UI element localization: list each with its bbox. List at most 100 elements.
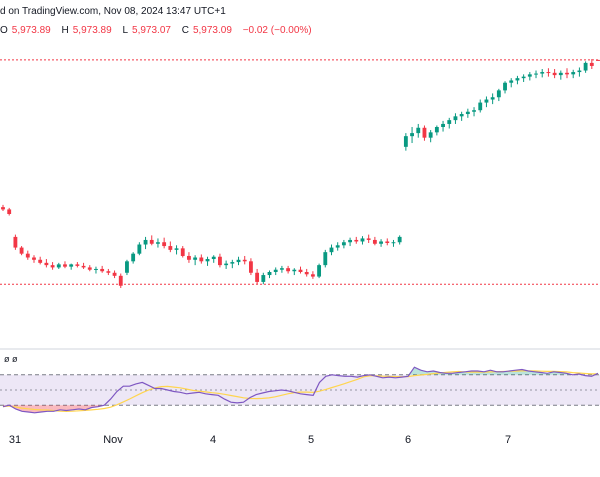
candle-body	[125, 261, 129, 273]
candle-body	[527, 74, 532, 77]
candle-body	[236, 259, 241, 263]
candle-body	[267, 272, 272, 276]
x-axis: 31 Nov 4 5 6 7	[9, 434, 511, 446]
candle-body	[298, 269, 303, 272]
candle-body	[509, 80, 514, 83]
candle-body	[434, 127, 439, 133]
candle-body	[310, 274, 315, 277]
ohlc-low: L 5,973.07	[122, 25, 171, 36]
candle-body	[63, 264, 67, 267]
candle-body	[50, 265, 55, 268]
candle-body	[224, 263, 229, 266]
candle-body	[410, 133, 414, 137]
candle-body	[360, 238, 365, 242]
candle-body	[335, 245, 340, 248]
candle-body	[199, 257, 204, 262]
candle-body	[441, 123, 445, 127]
candle-body	[248, 261, 253, 273]
candle-body	[565, 72, 569, 75]
candle-body	[329, 247, 334, 253]
candle-body	[484, 99, 489, 103]
ohlc-high: H 5,973.89	[61, 25, 112, 36]
candle-body	[81, 265, 86, 268]
rsi-oversold-fill	[66, 405, 73, 411]
candle-body	[540, 72, 545, 74]
candle-body	[323, 252, 328, 266]
candle-body	[118, 275, 123, 286]
rsi-overbought-fill	[496, 371, 504, 375]
candle-body	[112, 272, 117, 276]
candle-body	[38, 259, 43, 263]
candle-body	[242, 259, 247, 262]
candle-body	[478, 102, 483, 111]
x-tick-label: Nov	[103, 434, 123, 446]
candle-body	[230, 262, 235, 264]
candle-body	[211, 256, 216, 260]
candle-body	[465, 111, 470, 115]
ohlc-change: −0.02 (−0.00%)	[242, 25, 312, 36]
candle-body	[44, 262, 49, 266]
candle-body	[472, 110, 476, 112]
candle-body	[13, 236, 18, 248]
candle-body	[286, 268, 291, 272]
candle-body	[131, 253, 136, 262]
candle-body	[304, 272, 309, 275]
candle-body	[534, 73, 538, 75]
candle-body	[292, 269, 297, 272]
candle-body	[385, 241, 390, 243]
candle-body	[168, 246, 173, 250]
candle-body	[490, 97, 495, 100]
candle-body	[156, 242, 160, 244]
candle-body	[19, 247, 24, 254]
candle-body	[422, 127, 427, 138]
candle-body	[577, 70, 582, 73]
candle-body	[205, 259, 210, 262]
candle-body	[193, 257, 198, 260]
candle-body	[348, 239, 353, 243]
x-tick-label: 5	[308, 434, 314, 446]
candle-body	[174, 248, 179, 250]
candle-body	[187, 255, 191, 260]
candle-body	[521, 76, 526, 79]
candle-body	[416, 127, 421, 134]
rsi-oversold-fill	[59, 405, 67, 411]
candle-body	[366, 238, 371, 240]
candle-body	[261, 275, 266, 282]
candle-body	[162, 242, 167, 247]
candle-body	[32, 257, 36, 260]
ohlc-close: C 5,973.09	[181, 25, 232, 36]
candle-body	[106, 271, 111, 273]
candle-body	[589, 62, 594, 66]
rsi-indicator-values: ø ø	[4, 354, 18, 364]
candle-body	[583, 62, 588, 71]
candle-body	[496, 90, 501, 98]
chart-header: d on TradingView.com, Nov 08, 2024 13:47…	[0, 6, 226, 17]
candle-body	[453, 116, 458, 121]
candlestick-series	[1, 59, 600, 289]
ohlc-legend: O 5,973.89 H 5,973.89 L 5,973.07 C 5,973.09 …	[0, 25, 320, 36]
x-tick-label: 4	[210, 434, 216, 446]
x-tick-label: 31	[9, 434, 21, 446]
candle-body	[552, 72, 557, 76]
rsi-overbought-fill	[414, 367, 421, 375]
candle-body	[87, 267, 92, 270]
candle-body	[94, 268, 98, 270]
rsi-line	[2, 366, 599, 414]
candle-body	[571, 72, 576, 75]
candle-body	[447, 120, 452, 124]
candle-body	[255, 272, 260, 282]
candle-body	[75, 264, 80, 266]
candle-body	[515, 78, 520, 81]
candle-body	[391, 242, 396, 244]
candle-body	[459, 114, 464, 117]
rsi-oversold-fill	[34, 405, 41, 413]
candle-body	[596, 59, 600, 61]
candle-body	[69, 264, 74, 267]
x-tick-label: 6	[405, 434, 411, 446]
candle-body	[273, 269, 278, 272]
candle-body	[100, 268, 105, 272]
candle-body	[137, 244, 142, 254]
candle-body	[546, 72, 551, 74]
candle-body	[25, 253, 30, 258]
